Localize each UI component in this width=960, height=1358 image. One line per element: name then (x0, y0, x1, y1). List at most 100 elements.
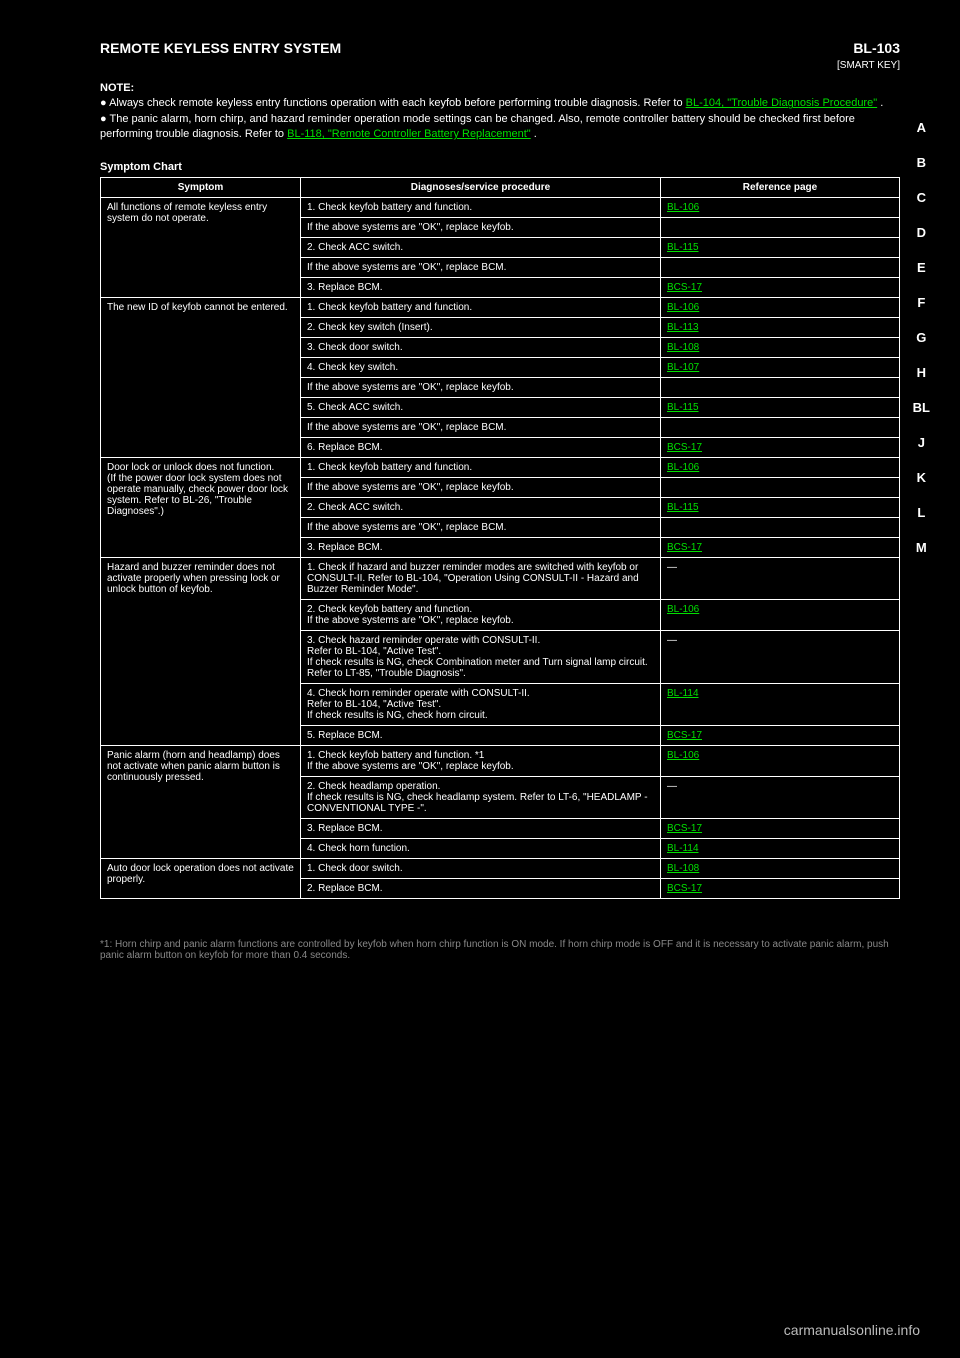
diag-cell: 1. Check keyfob battery and function. (301, 297, 661, 317)
sidenav-item[interactable]: B (913, 155, 930, 170)
col-symptom: Symptom (101, 177, 301, 197)
ref-link[interactable]: BCS-17 (667, 730, 702, 741)
diag-cell: If the above systems are "OK", replace B… (301, 417, 661, 437)
ref-link[interactable]: BCS-17 (667, 542, 702, 553)
ref-cell: BCS-17 (661, 818, 900, 838)
symptom-chart-title: Symptom Chart (100, 161, 900, 173)
ref-cell: BCS-17 (661, 437, 900, 457)
ref-cell: BL-108 (661, 337, 900, 357)
diag-cell: If the above systems are "OK", replace B… (301, 257, 661, 277)
diag-cell: 5. Replace BCM. (301, 725, 661, 745)
note-block: NOTE: ● Always check remote keyless entr… (100, 81, 900, 143)
ref-cell (661, 417, 900, 437)
diag-cell: 6. Replace BCM. (301, 437, 661, 457)
ref-cell: BL-114 (661, 683, 900, 725)
note-line1b: . (880, 97, 883, 109)
symptom-table: Symptom Diagnoses/service procedure Refe… (100, 177, 900, 899)
diag-cell: If the above systems are "OK", replace B… (301, 517, 661, 537)
side-nav: A B C D E F G H BL J K L M (913, 120, 930, 555)
ref-cell (661, 517, 900, 537)
watermark: carmanualsonline.info (784, 1322, 920, 1338)
ref-link[interactable]: BCS-17 (667, 823, 702, 834)
diag-cell: 3. Replace BCM. (301, 818, 661, 838)
ref-link[interactable]: BL-108 (667, 342, 699, 353)
ref-cell: BCS-17 (661, 277, 900, 297)
diag-cell: If the above systems are "OK", replace k… (301, 217, 661, 237)
note-prefix: NOTE: (100, 82, 134, 94)
ref-link[interactable]: BL-106 (667, 750, 699, 761)
diag-cell: 1. Check keyfob battery and function. (301, 457, 661, 477)
sidenav-item[interactable]: H (913, 365, 930, 380)
col-diag: Diagnoses/service procedure (301, 177, 661, 197)
ref-link[interactable]: BCS-17 (667, 282, 702, 293)
ref-link[interactable]: BL-114 (667, 843, 699, 854)
footnote: *1: Horn chirp and panic alarm functions… (100, 939, 900, 961)
col-ref: Reference page (661, 177, 900, 197)
diag-cell: 3. Replace BCM. (301, 277, 661, 297)
sidenav-item[interactable]: G (913, 330, 930, 345)
ref-link[interactable]: BL-115 (667, 242, 699, 253)
sidenav-item[interactable]: J (913, 435, 930, 450)
sidenav-item[interactable]: M (913, 540, 930, 555)
ref-cell: BL-106 (661, 457, 900, 477)
ref-cell: BL-115 (661, 397, 900, 417)
sidenav-item[interactable]: E (913, 260, 930, 275)
sidenav-item[interactable]: F (913, 295, 930, 310)
sidenav-item[interactable]: K (913, 470, 930, 485)
ref-cell: BL-115 (661, 497, 900, 517)
sidenav-item[interactable]: BL (913, 400, 930, 415)
ref-cell: BL-106 (661, 297, 900, 317)
ref-link[interactable]: BL-113 (667, 322, 699, 333)
diag-cell: 5. Check ACC switch. (301, 397, 661, 417)
ref-cell (661, 477, 900, 497)
ref-link[interactable]: BL-106 (667, 604, 699, 615)
symptom-cell: Auto door lock operation does not activa… (101, 858, 301, 898)
ref-link[interactable]: BL-106 (667, 462, 699, 473)
symptom-cell: The new ID of keyfob cannot be entered. (101, 297, 301, 457)
ref-cell: BL-107 (661, 357, 900, 377)
ref-cell: BL-106 (661, 197, 900, 217)
ref-cell (661, 257, 900, 277)
ref-link[interactable]: BL-108 (667, 863, 699, 874)
diag-cell: If the above systems are "OK", replace k… (301, 477, 661, 497)
sidenav-item[interactable]: L (913, 505, 930, 520)
diag-cell: 1. Check keyfob battery and function. *1… (301, 745, 661, 776)
ref-link[interactable]: BCS-17 (667, 442, 702, 453)
diag-cell: 2. Check headlamp operation. If check re… (301, 776, 661, 818)
ref-cell (661, 217, 900, 237)
diag-cell: 2. Replace BCM. (301, 878, 661, 898)
diag-cell: If the above systems are "OK", replace k… (301, 377, 661, 397)
diag-cell: 3. Replace BCM. (301, 537, 661, 557)
ref-cell: BCS-17 (661, 878, 900, 898)
ref-cell: BL-115 (661, 237, 900, 257)
ref-cell: — (661, 557, 900, 599)
page-number: BL-103 (853, 40, 900, 56)
diag-cell: 4. Check horn function. (301, 838, 661, 858)
ref-link[interactable]: BL-106 (667, 202, 699, 213)
symptom-cell: Hazard and buzzer reminder does not acti… (101, 557, 301, 745)
diag-cell: 4. Check horn reminder operate with CONS… (301, 683, 661, 725)
note-line1a: Always check remote keyless entry functi… (109, 97, 686, 109)
sidenav-item[interactable]: D (913, 225, 930, 240)
diag-cell: 1. Check keyfob battery and function. (301, 197, 661, 217)
ref-cell: BL-114 (661, 838, 900, 858)
ref-link[interactable]: BL-115 (667, 402, 699, 413)
symptom-cell: Panic alarm (horn and headlamp) does not… (101, 745, 301, 858)
symptom-cell: Door lock or unlock does not function. (… (101, 457, 301, 557)
page-label: [SMART KEY] (100, 60, 900, 71)
ref-link[interactable]: BL-107 (667, 362, 699, 373)
ref-link[interactable]: BL-106 (667, 302, 699, 313)
diag-cell: 1. Check door switch. (301, 858, 661, 878)
note-link2[interactable]: BL-118, "Remote Controller Battery Repla… (287, 128, 531, 140)
note-link1[interactable]: BL-104, "Trouble Diagnosis Procedure" (686, 97, 877, 109)
diag-cell: 2. Check keyfob battery and function. If… (301, 599, 661, 630)
ref-cell: BCS-17 (661, 537, 900, 557)
ref-link[interactable]: BCS-17 (667, 883, 702, 894)
sidenav-item[interactable]: A (913, 120, 930, 135)
ref-link[interactable]: BL-115 (667, 502, 699, 513)
section-title: REMOTE KEYLESS ENTRY SYSTEM (100, 40, 341, 56)
ref-link[interactable]: BL-114 (667, 688, 699, 699)
sidenav-item[interactable]: C (913, 190, 930, 205)
ref-cell: BL-106 (661, 745, 900, 776)
diag-cell: 1. Check if hazard and buzzer reminder m… (301, 557, 661, 599)
